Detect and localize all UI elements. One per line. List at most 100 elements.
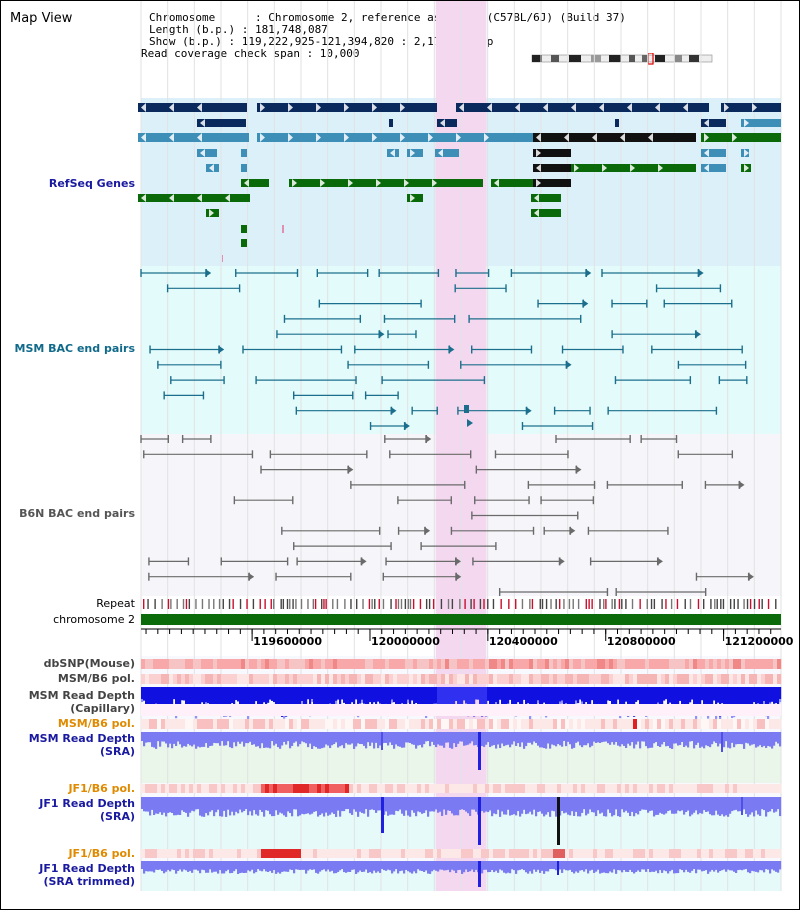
- jf1-trimmed-read-depth[interactable]: [527, 861, 530, 874]
- jf1-sra-read-depth[interactable]: [679, 797, 682, 812]
- jf1-sra-read-depth[interactable]: [603, 797, 606, 817]
- jf1-sra-read-depth[interactable]: [207, 797, 210, 816]
- jf1-trimmed-read-depth[interactable]: [371, 861, 374, 874]
- msm-capillary-read-depth[interactable]: [767, 687, 770, 716]
- jf1-sra-read-depth[interactable]: [627, 797, 630, 813]
- msm-sra-read-depth[interactable]: [465, 732, 468, 746]
- jf1-sra-read-depth[interactable]: [521, 797, 524, 814]
- msm-capillary-read-depth[interactable]: [707, 715, 710, 719]
- jf1-trimmed-read-depth[interactable]: [283, 861, 286, 872]
- msm-capillary-read-depth[interactable]: [747, 687, 750, 712]
- msm-sra-read-depth[interactable]: [733, 732, 736, 748]
- jf1-sra-read-depth[interactable]: [579, 797, 582, 817]
- jf1-sra-read-depth[interactable]: [515, 797, 518, 816]
- jf1-sra-read-depth[interactable]: [735, 797, 738, 810]
- msm-sra-read-depth[interactable]: [625, 732, 628, 748]
- msm-sra-read-depth[interactable]: [347, 732, 350, 745]
- jf1-sra-read-depth[interactable]: [757, 797, 760, 815]
- msm-sra-read-depth[interactable]: [563, 732, 566, 742]
- msm-sra-read-depth[interactable]: [709, 732, 712, 748]
- msm-sra-read-depth[interactable]: [595, 732, 598, 743]
- jf1-trimmed-read-depth[interactable]: [653, 861, 656, 872]
- jf1-trimmed-read-depth[interactable]: [659, 861, 662, 871]
- msm-sra-read-depth[interactable]: [231, 732, 234, 749]
- msm-sra-read-depth[interactable]: [243, 732, 246, 747]
- jf1-trimmed-read-depth[interactable]: [619, 861, 622, 871]
- msm-capillary-read-depth[interactable]: [483, 687, 486, 706]
- jf1-sra-read-depth[interactable]: [401, 797, 404, 814]
- refseq-gene[interactable]: [138, 103, 247, 112]
- msm-capillary-read-depth[interactable]: [439, 687, 442, 708]
- msm-capillary-read-depth[interactable]: [641, 687, 644, 711]
- jf1-trimmed-read-depth[interactable]: [583, 861, 586, 872]
- msm-sra-read-depth[interactable]: [257, 732, 260, 747]
- jf1-trimmed-read-depth[interactable]: [337, 861, 340, 872]
- msm-capillary-read-depth[interactable]: [485, 687, 488, 717]
- jf1-trimmed-read-depth[interactable]: [261, 861, 264, 872]
- jf1-sra-read-depth[interactable]: [335, 797, 338, 817]
- jf1-sra-read-depth[interactable]: [331, 797, 334, 813]
- jf1-sra-read-depth[interactable]: [667, 797, 670, 812]
- msm-capillary-read-depth[interactable]: [155, 687, 158, 704]
- msm-capillary-read-depth[interactable]: [635, 687, 638, 702]
- jf1-sra-read-depth[interactable]: [177, 797, 180, 815]
- msm-sra-read-depth[interactable]: [685, 732, 688, 746]
- jf1-sra-read-depth[interactable]: [637, 797, 640, 815]
- msm-capillary-read-depth[interactable]: [689, 687, 692, 703]
- msm-sra-read-depth[interactable]: [617, 732, 620, 746]
- jf1-sra-read-depth[interactable]: [213, 797, 216, 817]
- msm-capillary-read-depth[interactable]: [251, 687, 254, 704]
- jf1-sra-read-depth[interactable]: [673, 797, 676, 814]
- jf1-trimmed-read-depth[interactable]: [647, 861, 650, 870]
- jf1-trimmed-read-depth[interactable]: [259, 861, 262, 871]
- msm-sra-read-depth[interactable]: [535, 732, 538, 744]
- jf1-trimmed-read-depth[interactable]: [535, 861, 538, 872]
- msm-capillary-read-depth[interactable]: [431, 687, 434, 709]
- msm-sra-read-depth[interactable]: [323, 732, 326, 748]
- msm-capillary-read-depth[interactable]: [667, 687, 670, 709]
- msm-capillary-read-depth[interactable]: [295, 687, 298, 708]
- msm-sra-read-depth[interactable]: [407, 732, 410, 743]
- msm-sra-read-depth[interactable]: [723, 732, 726, 748]
- msm-sra-read-depth[interactable]: [729, 732, 732, 749]
- msm-capillary-read-depth[interactable]: [577, 687, 580, 704]
- msm-capillary-read-depth[interactable]: [165, 687, 168, 711]
- msm-sra-read-depth[interactable]: [635, 732, 638, 745]
- msm-capillary-read-depth[interactable]: [661, 687, 664, 716]
- msm-capillary-read-depth[interactable]: [317, 687, 320, 707]
- msm-sra-read-depth[interactable]: [703, 732, 706, 749]
- jf1-sra-read-depth[interactable]: [615, 797, 618, 810]
- jf1-trimmed-read-depth[interactable]: [571, 861, 574, 872]
- msm-sra-read-depth[interactable]: [461, 732, 464, 742]
- msm-capillary-read-depth[interactable]: [311, 687, 314, 700]
- msm-sra-read-depth[interactable]: [331, 732, 334, 746]
- msm-sra-read-depth[interactable]: [265, 732, 268, 748]
- msm-sra-read-depth[interactable]: [161, 732, 164, 742]
- jf1-sra-read-depth[interactable]: [219, 797, 222, 817]
- jf1-trimmed-read-depth[interactable]: [201, 861, 204, 870]
- jf1-sra-read-depth[interactable]: [689, 797, 692, 817]
- jf1-trimmed-read-depth[interactable]: [687, 861, 690, 872]
- msm-capillary-read-depth[interactable]: [235, 687, 238, 701]
- jf1-sra-read-depth[interactable]: [271, 797, 274, 817]
- msm-capillary-read-depth[interactable]: [537, 687, 540, 701]
- msm-sra-read-depth[interactable]: [273, 732, 276, 746]
- jf1-sra-read-depth[interactable]: [325, 797, 328, 813]
- msm-capillary-read-depth[interactable]: [779, 699, 782, 703]
- jf1-trimmed-read-depth[interactable]: [489, 861, 492, 872]
- b6n-bac-pair-end[interactable]: [455, 572, 462, 581]
- msm-capillary-read-depth[interactable]: [613, 687, 616, 706]
- msm-capillary-read-depth[interactable]: [141, 699, 144, 703]
- msm-capillary-read-depth[interactable]: [177, 687, 180, 710]
- refseq-gene[interactable]: [241, 239, 247, 247]
- jf1-trimmed-read-depth[interactable]: [249, 861, 252, 872]
- msm-capillary-read-depth[interactable]: [399, 687, 402, 709]
- msm-capillary-read-depth[interactable]: [461, 687, 464, 710]
- msm-capillary-read-depth[interactable]: [737, 687, 740, 705]
- jf1-trimmed-read-depth[interactable]: [289, 861, 292, 870]
- msm-capillary-read-depth[interactable]: [657, 687, 660, 703]
- jf1-trimmed-read-depth[interactable]: [151, 861, 154, 872]
- jf1-trimmed-read-depth[interactable]: [343, 861, 346, 873]
- jf1-sra-read-depth[interactable]: [611, 797, 614, 817]
- msm-capillary-read-depth[interactable]: [173, 687, 176, 700]
